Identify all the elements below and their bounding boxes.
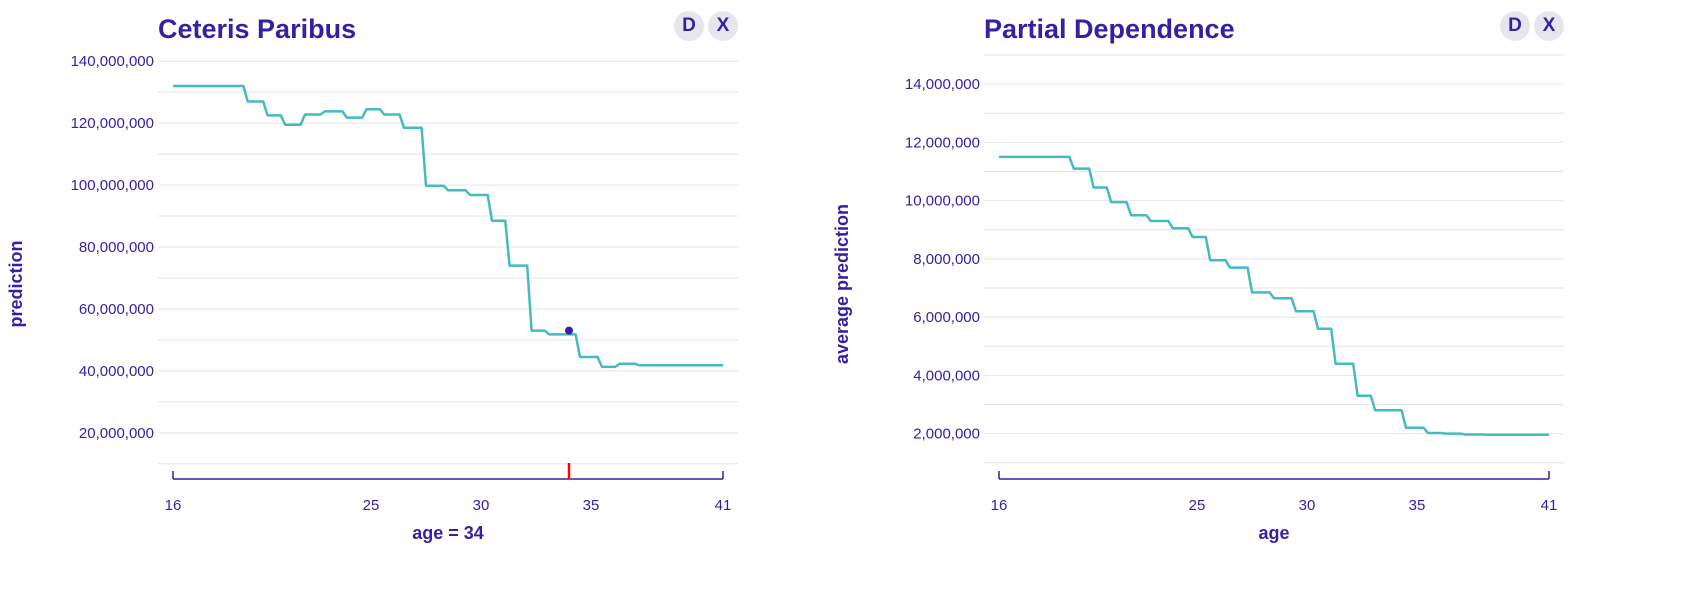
- y-tick-label: 2,000,000: [913, 426, 980, 443]
- x-tick-label: 41: [715, 497, 732, 514]
- y-tick-label: 140,000,000: [71, 53, 154, 70]
- x-tick-label: 41: [1541, 497, 1558, 514]
- x-tick-label: 16: [991, 497, 1008, 514]
- y-tick-label: 80,000,000: [79, 239, 154, 256]
- x-tick-label: 25: [363, 497, 380, 514]
- y-tick-label: 6,000,000: [913, 309, 980, 326]
- y-tick-label: 8,000,000: [913, 251, 980, 268]
- y-tick-label: 12,000,000: [905, 134, 980, 151]
- y-tick-label: 100,000,000: [71, 177, 154, 194]
- ceteris-paribus-panel: 20,000,000 40,000,000 60,000,000 80,000,000…: [6, 11, 738, 543]
- close-button[interactable]: X: [1534, 11, 1564, 41]
- ceteris-paribus-title: Ceteris Paribus: [158, 14, 357, 44]
- observation-point: [565, 326, 573, 335]
- y-tick-label: 10,000,000: [905, 193, 980, 210]
- y-tick-label: 14,000,000: [905, 76, 980, 93]
- x-axis-title: age = 34: [412, 523, 484, 543]
- x-tick-label: 30: [1299, 497, 1316, 514]
- y-axis-title: average prediction: [832, 204, 852, 364]
- y-axis-title: prediction: [6, 240, 26, 327]
- y-tick-label: 4,000,000: [913, 367, 980, 384]
- x-tick-label: 35: [1409, 497, 1426, 514]
- x-tick-label: 16: [165, 497, 182, 514]
- ceteris-paribus-chart: 20,000,000 40,000,000 60,000,000 80,000,000…: [6, 53, 738, 543]
- y-tick-label: 40,000,000: [79, 363, 154, 380]
- series-line: [999, 155, 1549, 437]
- series-line: [173, 84, 723, 369]
- x-tick-label: 35: [583, 497, 600, 514]
- partial-dependence-chart: 2,000,000 4,000,000 6,000,000 8,000,000 10,0…: [832, 54, 1564, 543]
- y-tick-label: 120,000,000: [71, 115, 154, 132]
- describe-button[interactable]: D: [674, 11, 704, 41]
- partial-dependence-title: Partial Dependence: [984, 14, 1235, 44]
- x-axis-title: age: [1258, 523, 1289, 543]
- y-tick-label: 20,000,000: [79, 425, 154, 442]
- y-tick-label: 60,000,000: [79, 301, 154, 318]
- close-button[interactable]: X: [708, 11, 738, 41]
- describe-button[interactable]: D: [1500, 11, 1530, 41]
- partial-dependence-panel: 2,000,000 4,000,000 6,000,000 8,000,000 10,0…: [832, 0, 1708, 604]
- x-tick-label: 25: [1189, 497, 1206, 514]
- x-tick-label: 30: [473, 497, 490, 514]
